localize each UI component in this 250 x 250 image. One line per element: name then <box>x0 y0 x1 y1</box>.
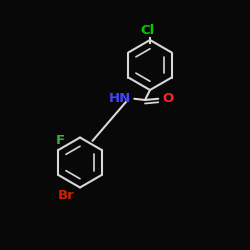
Text: Br: Br <box>58 189 74 202</box>
Text: F: F <box>56 134 64 147</box>
Text: HN: HN <box>108 92 131 104</box>
Text: O: O <box>162 92 174 104</box>
Text: Cl: Cl <box>140 24 154 37</box>
